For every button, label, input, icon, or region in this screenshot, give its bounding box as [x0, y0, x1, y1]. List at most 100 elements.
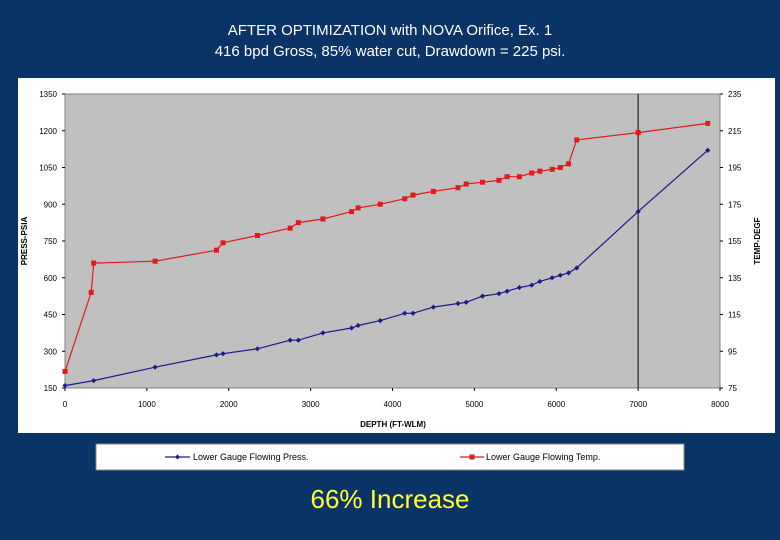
y-right-tick-label: 235 [728, 90, 742, 99]
y-right-tick-label: 155 [728, 237, 742, 246]
pressure-point [220, 351, 226, 357]
plot-area [64, 93, 721, 389]
y-right-axis-label: TEMP-DEGF [753, 217, 762, 264]
y-left-tick-label: 300 [44, 347, 58, 356]
pressure-point [574, 265, 580, 271]
y-left-tick-label: 1350 [39, 90, 57, 99]
pressure-point [320, 330, 326, 336]
pressure-point [496, 291, 502, 297]
temperature-point [529, 170, 535, 176]
pressure-point [479, 293, 486, 299]
pressure-point [377, 318, 383, 324]
temperature-point [537, 168, 543, 174]
temperature-point [62, 368, 68, 374]
pressure-point [213, 352, 220, 358]
x-tick-label: 2000 [220, 400, 238, 409]
temperature-point [566, 161, 572, 167]
legend-pressure-marker [175, 454, 180, 460]
temperature-point [88, 289, 94, 295]
y-right-tick-label: 175 [728, 200, 742, 209]
temperature-point [410, 192, 416, 198]
temperature-point [480, 179, 486, 185]
y-left-tick-label: 600 [44, 274, 58, 283]
y-right-tick-label: 135 [728, 274, 742, 283]
y-left-tick-label: 900 [44, 200, 58, 209]
legend-temperature-label: Lower Gauge Flowing Temp. [486, 452, 600, 462]
temperature-point [455, 185, 461, 191]
x-tick-label: 1000 [138, 400, 156, 409]
pressure-point [295, 337, 301, 343]
x-tick-label: 3000 [302, 400, 320, 409]
temperature-point [504, 174, 510, 180]
temperature-point [430, 188, 436, 194]
temperature-point [355, 205, 361, 211]
y-left-axis-label: PRESS-PSIA [20, 217, 29, 266]
temperature-point [220, 240, 226, 246]
pressure-point [430, 304, 437, 310]
pressure-point [355, 322, 361, 329]
legend-pressure-label: Lower Gauge Flowing Press. [193, 452, 309, 462]
pressure-point [152, 364, 158, 370]
chart-title: AFTER OPTIMIZATION with NOVA Orifice, Ex… [227, 22, 553, 39]
temperature-point [496, 177, 502, 183]
y-right-tick-label: 215 [728, 127, 742, 136]
temperature-point [377, 201, 383, 207]
temperature-point [152, 258, 158, 264]
pressure-point [549, 275, 555, 281]
pressure-point [537, 278, 543, 285]
temperature-point [349, 209, 355, 215]
x-tick-label: 7000 [629, 400, 647, 409]
temperature-point [516, 174, 522, 180]
y-right-tick-label: 95 [728, 347, 737, 356]
x-tick-label: 8000 [711, 400, 729, 409]
temperature-point [574, 137, 580, 143]
y-right-tick-label: 115 [728, 311, 741, 320]
pressure-point [402, 310, 408, 316]
x-tick-label: 0 [63, 400, 68, 409]
x-tick-label: 6000 [547, 400, 565, 409]
pressure-point [348, 325, 355, 331]
temperature-point [320, 216, 326, 222]
pressure-point [62, 382, 68, 389]
pressure-point [705, 147, 711, 153]
pressure-point [565, 270, 572, 276]
pressure-point [504, 288, 510, 294]
y-left-tick-label: 150 [44, 384, 58, 393]
temperature-point [635, 130, 641, 136]
pressure-point [529, 282, 535, 288]
y-left-tick-label: 1050 [39, 164, 57, 173]
temperature-point [557, 165, 563, 170]
temperature-point [549, 166, 555, 172]
chart-subtitle: 416 bpd Gross, 85% water cut, Drawdown =… [214, 43, 566, 60]
temperature-point [402, 196, 408, 202]
y-left-tick-label: 1200 [39, 127, 57, 136]
y-right-tick-label: 75 [728, 384, 737, 393]
pressure-point [287, 337, 293, 343]
pressure-point [91, 378, 97, 384]
pressure-point [635, 209, 641, 215]
pressure-point [254, 346, 261, 352]
pressure-point [463, 299, 469, 305]
temperature-point [91, 260, 97, 266]
pressure-point [516, 284, 523, 291]
caption: 66% Increase [310, 484, 470, 514]
temperature-point [254, 232, 260, 238]
y-left-tick-label: 750 [44, 237, 58, 246]
temperature-point [213, 247, 219, 253]
y-right-tick-label: 195 [728, 164, 742, 173]
temperature-point [705, 120, 711, 126]
temperature-point [295, 220, 301, 226]
pressure-point [455, 300, 461, 307]
pressure-point [410, 310, 416, 316]
legend-temperature-marker [469, 454, 475, 460]
temperature-point [287, 225, 293, 231]
y-left-tick-label: 450 [44, 311, 58, 320]
pressure-point [557, 272, 563, 278]
x-tick-label: 5000 [465, 400, 483, 409]
temperature-point [463, 181, 469, 187]
legend [95, 443, 685, 471]
x-tick-label: 4000 [384, 400, 402, 409]
x-axis-label: DEPTH (FT-WLM) [360, 420, 426, 429]
